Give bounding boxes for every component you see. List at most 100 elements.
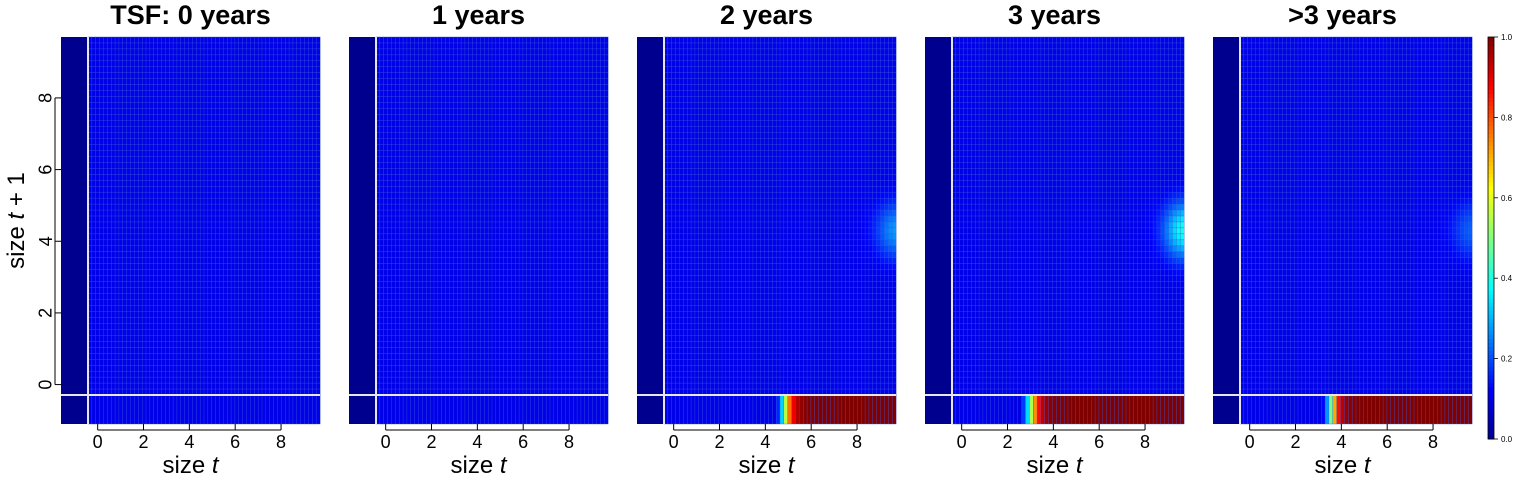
kernel-cell <box>250 49 254 55</box>
kernel-cell <box>262 67 266 73</box>
kernel-cell <box>219 246 223 252</box>
kernel-cell <box>419 234 423 240</box>
kernel-cell <box>212 270 216 276</box>
kernel-cell <box>223 347 227 353</box>
kernel-cell <box>446 246 450 252</box>
kernel-cell <box>434 288 438 294</box>
kernel-cell <box>438 377 442 383</box>
kernel-cell <box>388 246 392 252</box>
kernel-cell <box>270 103 274 109</box>
kernel-cell <box>388 67 392 73</box>
kernel-cell <box>270 276 274 282</box>
kernel-cell <box>384 180 388 186</box>
kernel-cell <box>200 323 204 329</box>
kernel-cell <box>131 162 135 168</box>
kernel-cell <box>415 61 419 67</box>
kernel-cell <box>231 132 235 138</box>
kernel-cell <box>138 288 142 294</box>
kernel-cell <box>449 353 453 359</box>
kernel-cell <box>173 174 177 180</box>
kernel-cell <box>380 121 384 127</box>
kernel-cell <box>446 329 450 335</box>
kernel-cell <box>142 222 146 228</box>
kernel-cell <box>231 228 235 234</box>
kernel-cell <box>254 222 258 228</box>
kernel-cell <box>262 168 266 174</box>
kernel-cell <box>181 73 185 79</box>
kernel-cell <box>266 276 270 282</box>
kernel-cell <box>419 121 423 127</box>
kernel-cell <box>449 347 453 353</box>
kernel-cell <box>449 270 453 276</box>
kernel-cell <box>297 234 301 240</box>
kernel-cell <box>266 67 270 73</box>
kernel-cell <box>96 300 100 306</box>
kernel-cell <box>243 103 247 109</box>
kernel-cell <box>212 61 216 67</box>
kernel-cell <box>131 329 135 335</box>
kernel-cell <box>247 246 251 252</box>
recruit-cell <box>216 395 220 424</box>
kernel-cell <box>446 43 450 49</box>
kernel-cell <box>384 79 388 85</box>
kernel-cell <box>200 49 204 55</box>
kernel-cell <box>289 61 293 67</box>
kernel-cell <box>407 359 411 365</box>
kernel-cell <box>258 264 262 270</box>
kernel-cell <box>380 156 384 162</box>
kernel-cell <box>277 264 281 270</box>
kernel-cell <box>419 61 423 67</box>
kernel-cell <box>434 67 438 73</box>
kernel-cell <box>239 264 243 270</box>
kernel-cell <box>395 55 399 61</box>
kernel-cell <box>426 198 430 204</box>
kernel-cell <box>380 103 384 109</box>
kernel-cell <box>442 264 446 270</box>
kernel-cell <box>134 311 138 317</box>
kernel-cell <box>407 323 411 329</box>
kernel-cell <box>426 228 430 234</box>
kernel-cell <box>158 222 162 228</box>
kernel-cell <box>453 144 457 150</box>
kernel-cell <box>289 359 293 365</box>
kernel-cell <box>293 216 297 222</box>
kernel-cell <box>266 198 270 204</box>
kernel-cell <box>457 282 461 288</box>
kernel-cell <box>262 204 266 210</box>
kernel-cell <box>293 61 297 67</box>
kernel-cell <box>415 97 419 103</box>
kernel-cell <box>131 115 135 121</box>
kernel-cell <box>131 43 135 49</box>
kernel-cell <box>103 91 107 97</box>
kernel-cell <box>407 67 411 73</box>
kernel-cell <box>308 79 312 85</box>
kernel-cell <box>208 79 212 85</box>
kernel-cell <box>297 109 301 115</box>
kernel-cell <box>192 306 196 312</box>
kernel-cell <box>442 359 446 365</box>
kernel-cell <box>103 103 107 109</box>
kernel-cell <box>173 55 177 61</box>
kernel-cell <box>208 198 212 204</box>
kernel-cell <box>131 79 135 85</box>
kernel-cell <box>449 198 453 204</box>
kernel-cell <box>169 115 173 121</box>
kernel-cell <box>438 186 442 192</box>
kernel-cell <box>293 79 297 85</box>
kernel-cell <box>92 383 96 389</box>
kernel-cell <box>150 222 154 228</box>
kernel-cell <box>422 264 426 270</box>
kernel-cell <box>270 234 274 240</box>
kernel-cell <box>262 127 266 133</box>
kernel-cell <box>430 79 434 85</box>
kernel-cell <box>293 192 297 198</box>
kernel-cell <box>312 162 316 168</box>
kernel-cell <box>453 353 457 359</box>
kernel-cell <box>266 109 270 115</box>
kernel-cell <box>111 91 115 97</box>
kernel-cell <box>173 341 177 347</box>
kernel-cell <box>92 192 96 198</box>
kernel-cell <box>200 329 204 335</box>
kernel-cell <box>449 204 453 210</box>
kernel-cell <box>446 91 450 97</box>
